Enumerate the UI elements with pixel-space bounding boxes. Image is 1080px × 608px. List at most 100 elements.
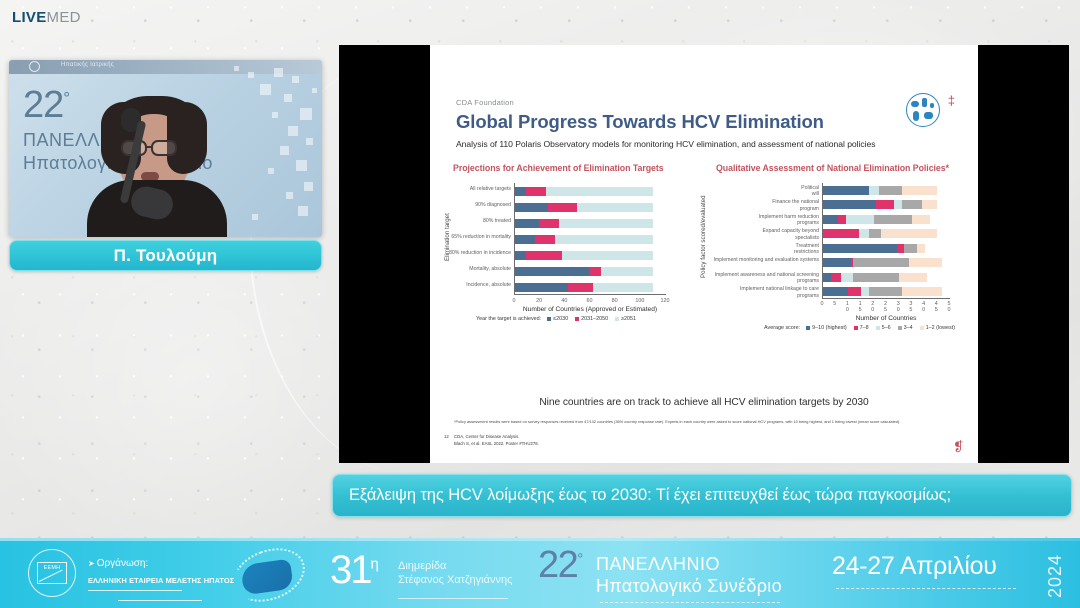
category-label: Implement national linkage to care progr… <box>739 286 819 299</box>
bar-segment <box>873 214 912 224</box>
legend-swatch <box>575 317 580 321</box>
x-tick-label: 1 5 <box>858 301 862 313</box>
legend-item: ≥2051 <box>615 316 636 322</box>
bar-segment <box>868 229 882 239</box>
bar-row <box>515 202 666 212</box>
bar-segment <box>546 186 654 196</box>
bar-segment <box>823 272 831 282</box>
bar-segment <box>589 266 601 276</box>
video-backdrop-topbar: Ηπατικής Ιατρικής <box>9 60 322 74</box>
banner-rule-1 <box>88 590 182 591</box>
bar-segment <box>911 214 930 224</box>
left-chart-title: Projections for Achievement of Eliminati… <box>453 163 664 173</box>
banner-rule-3 <box>398 598 508 599</box>
bar-segment <box>901 200 923 210</box>
bar-row <box>823 287 950 297</box>
bar-row <box>823 272 950 282</box>
event-ordinal: η <box>370 555 379 573</box>
congress-number-value: 22 <box>538 544 579 586</box>
lecture-title-bar: Εξάλειψη της HCV λοίμωξης έως το 2030: Τ… <box>332 474 1072 517</box>
bar-segment <box>823 229 859 239</box>
event-dates: 24-27 Απριλίου <box>832 552 997 580</box>
bar-segment <box>894 200 902 210</box>
bar-segment <box>848 287 862 297</box>
slide-source-label: CDA Foundation <box>456 98 514 107</box>
backdrop-number: 22° <box>23 86 70 124</box>
banner-rule-5 <box>836 588 1016 589</box>
x-tick-label: 2 0 <box>871 301 875 313</box>
event-type: Διημερίδα <box>398 560 447 572</box>
legend-label: ≤2030 <box>553 316 569 322</box>
bar-segment <box>904 243 917 253</box>
banner-rule-2 <box>118 600 202 601</box>
society-logo-text: ΕΕΜΗ <box>43 565 61 571</box>
event-name: Στέφανος Χατζηγιάννης <box>398 573 513 586</box>
category-label: Implement awareness and national screeni… <box>714 271 819 285</box>
bar-segment <box>853 272 900 282</box>
plot-area: Political will Finance the national progr… <box>713 183 955 331</box>
bar-row <box>515 282 666 292</box>
x-tick-label: 100 <box>635 298 645 304</box>
congress-number: 22° <box>538 544 583 586</box>
x-tick-label: 4 5 <box>934 301 938 313</box>
organization-label: ➤ Οργάνωση: <box>88 558 148 569</box>
bar-segment <box>853 258 910 268</box>
congress-line2: Ηπατολογικό Συνέδριο <box>596 576 782 596</box>
bar-segment <box>515 282 568 292</box>
x-tick-label: 20 <box>536 298 543 304</box>
bar-row <box>823 258 950 268</box>
event-number-value: 31 <box>330 548 372 592</box>
slide-stage[interactable]: CDA Foundation ‡ Global Progress Towards… <box>339 45 1069 463</box>
bar-segment <box>909 258 943 268</box>
bar-segment <box>868 185 879 195</box>
bar-segment <box>515 186 527 196</box>
slide-corner-mark: ❡ <box>953 439 964 454</box>
bar-segment <box>823 243 897 253</box>
legend-item: 1–2 (lowest) <box>919 325 956 331</box>
bar-segment <box>838 214 846 224</box>
bar-segment <box>515 234 536 244</box>
x-tick-label: 3 5 <box>909 301 913 313</box>
event-number: 31η <box>330 548 379 592</box>
bar-row <box>823 243 950 253</box>
globe-icon <box>906 93 940 127</box>
slide-subtitle: Analysis of 110 Polaris Observatory mode… <box>456 139 876 149</box>
x-axis-line <box>514 294 666 295</box>
bar-segment <box>881 229 938 239</box>
bar-segment <box>547 202 577 212</box>
event-name-block: Διημερίδα Στέφανος Χατζηγιάννης <box>398 560 512 588</box>
legend-title: Year the target is achieved: <box>476 316 542 322</box>
legend-swatch <box>806 326 811 330</box>
x-tick-label: 0 <box>820 301 824 307</box>
bar-segment <box>526 186 547 196</box>
left-chart: Elimination target All relative targets 9… <box>442 175 697 390</box>
category-label: 80% treated <box>483 217 511 224</box>
category-label: Mortality, absolute <box>469 265 511 272</box>
logo-live-text: LIVE <box>12 9 47 26</box>
slide-reference-number: 12 <box>444 434 449 439</box>
bar-segment <box>896 243 905 253</box>
legend-label: 1–2 (lowest) <box>925 325 956 331</box>
speaker-video[interactable]: Ηπατικής Ιατρικής 22° ΠΑΝΕΛΛΗΝΙΟ Ηπ <box>9 60 322 237</box>
x-tick-label: 3 0 <box>896 301 900 313</box>
legend-title: Average score: <box>764 325 801 331</box>
bar-segment <box>823 185 869 195</box>
legend-item: 7–8 <box>853 325 869 331</box>
arrow-icon: ➤ <box>88 559 95 568</box>
bar-segment <box>561 250 654 260</box>
bar-segment <box>845 214 874 224</box>
legend-swatch <box>547 317 552 321</box>
bar-row <box>515 186 666 196</box>
category-label: Expand capacity beyond specialists <box>762 228 819 241</box>
legend-label: 9–10 (highest) <box>812 325 847 331</box>
bar-segment <box>922 200 938 210</box>
bar-row <box>823 185 950 195</box>
legend-label: 7–8 <box>859 325 869 331</box>
speaker-name: Π. Τουλούμη <box>113 245 218 265</box>
y-axis-line <box>822 183 823 299</box>
bar-segment <box>868 287 902 297</box>
bar-segment <box>823 287 849 297</box>
x-tick-label: 120 <box>660 298 670 304</box>
legend-item: 5–6 <box>875 325 891 331</box>
bar-segment <box>840 272 854 282</box>
